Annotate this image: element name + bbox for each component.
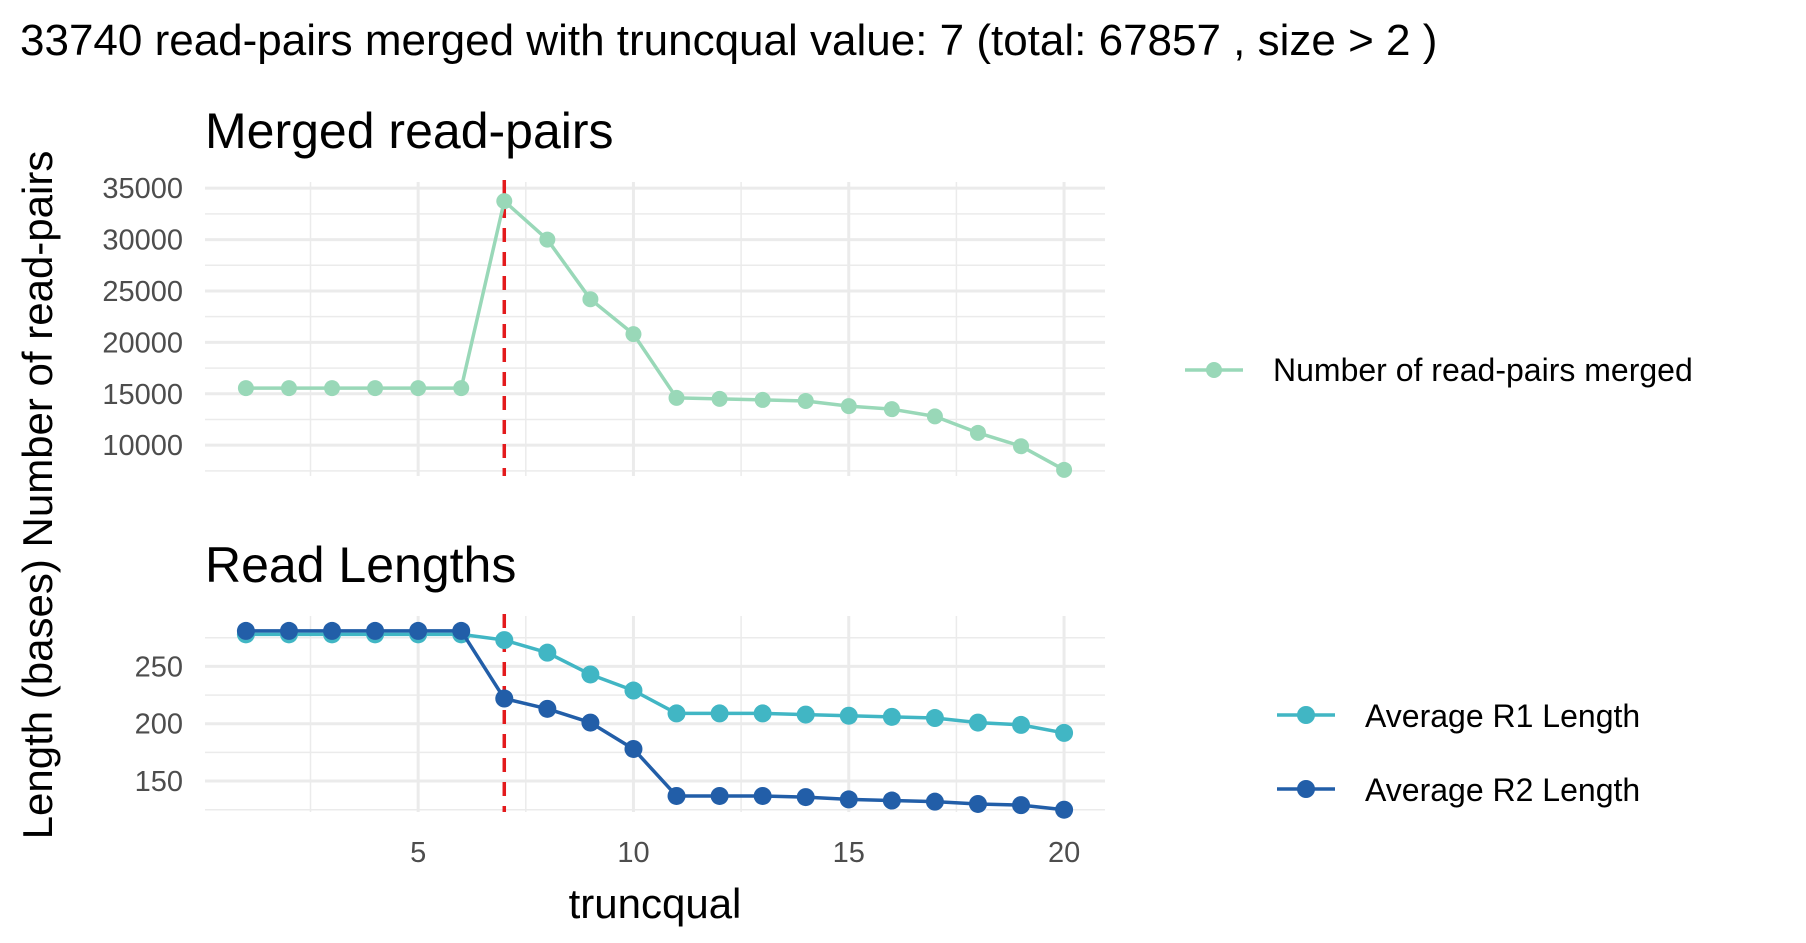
legend-key-point-r2: [1297, 780, 1315, 798]
data-point: [237, 380, 254, 397]
x-tick-label: 5: [410, 837, 426, 869]
x-tick-label: 20: [1048, 837, 1080, 869]
data-point: [710, 704, 729, 723]
data-point: [668, 389, 685, 406]
data-point: [797, 392, 814, 409]
series-line: [245, 199, 1065, 472]
data-point: [925, 709, 944, 728]
legend-key-point-merged: [1206, 362, 1222, 378]
data-point: [882, 707, 901, 726]
lengths-y-ticks: 150 200 250: [135, 651, 183, 798]
data-point: [538, 699, 557, 718]
data-point: [538, 643, 557, 662]
data-point: [1013, 438, 1030, 455]
legend-lengths: Average R1 Length Average R2 Length: [1277, 698, 1640, 808]
data-point: [581, 713, 600, 732]
y-tick-label: 35000: [102, 173, 183, 205]
y-tick-label: 15000: [102, 379, 183, 411]
data-point: [409, 621, 428, 640]
data-point: [582, 291, 599, 308]
data-point: [753, 704, 772, 723]
lengths-grid: [205, 616, 1105, 812]
x-axis-title: truncqual: [569, 880, 742, 927]
data-point: [410, 380, 427, 397]
data-point: [452, 621, 471, 640]
y-tick-label: 200: [135, 709, 183, 741]
data-point: [968, 794, 987, 813]
data-point: [796, 705, 815, 724]
data-point: [968, 713, 987, 732]
data-point: [796, 788, 815, 807]
data-point: [667, 704, 686, 723]
data-point: [667, 786, 686, 805]
lengths-panel: Read Lengths 150 200 250 5 10 15 20: [135, 537, 1105, 869]
data-point: [882, 791, 901, 810]
data-point: [1012, 796, 1031, 815]
data-point: [496, 193, 513, 210]
y-tick-label: 30000: [102, 225, 183, 257]
y-tick-label: 150: [135, 766, 183, 798]
data-point: [1012, 715, 1031, 734]
data-point: [883, 401, 900, 418]
data-point: [624, 739, 643, 758]
legend-label-r1: Average R1 Length: [1365, 698, 1640, 734]
data-point: [323, 621, 342, 640]
merged-series: [237, 193, 1073, 478]
data-point: [367, 380, 384, 397]
data-point: [753, 786, 772, 805]
figure-title: 33740 read-pairs merged with truncqual v…: [20, 16, 1437, 65]
data-point: [625, 326, 642, 343]
data-point: [710, 786, 729, 805]
y-axis-title: Length (bases) Number of read-pairs: [14, 151, 61, 840]
data-point: [324, 380, 341, 397]
data-point: [1056, 461, 1073, 478]
y-tick-label: 10000: [102, 430, 183, 462]
data-point: [581, 665, 600, 684]
data-point: [453, 380, 470, 397]
data-point: [624, 681, 643, 700]
data-point: [969, 424, 986, 441]
x-tick-label: 10: [617, 837, 649, 869]
data-point: [840, 398, 857, 415]
lengths-x-ticks: 5 10 15 20: [410, 837, 1080, 869]
legend-key-point-r1: [1297, 706, 1315, 724]
legend-label-r2: Average R2 Length: [1365, 772, 1640, 808]
data-point: [280, 380, 297, 397]
lengths-series: [236, 621, 1074, 819]
data-point: [279, 621, 298, 640]
data-point: [495, 631, 514, 650]
y-tick-label: 250: [135, 651, 183, 683]
data-point: [236, 621, 255, 640]
legend-merged: Number of read-pairs merged: [1185, 352, 1693, 388]
y-tick-label: 25000: [102, 276, 183, 308]
data-point: [539, 231, 556, 248]
data-point: [1055, 723, 1074, 742]
panel-title-merged: Merged read-pairs: [205, 103, 614, 159]
data-point: [926, 408, 943, 425]
data-point: [754, 391, 771, 408]
panel-title-lengths: Read Lengths: [205, 537, 516, 593]
x-tick-label: 15: [833, 837, 865, 869]
merged-panel: Merged read-pairs 10000 15000 20000 25000 30…: [102, 103, 1105, 478]
data-point: [925, 792, 944, 811]
merged-grid: [205, 182, 1105, 476]
data-point: [839, 706, 858, 725]
merged-y-ticks: 10000 15000 20000 25000 30000 35000: [102, 173, 183, 462]
data-point: [1055, 800, 1074, 819]
data-point: [839, 790, 858, 809]
data-point: [495, 689, 514, 708]
data-point: [711, 390, 728, 407]
y-tick-label: 20000: [102, 327, 183, 359]
legend-label-merged: Number of read-pairs merged: [1273, 352, 1693, 388]
data-point: [366, 621, 385, 640]
